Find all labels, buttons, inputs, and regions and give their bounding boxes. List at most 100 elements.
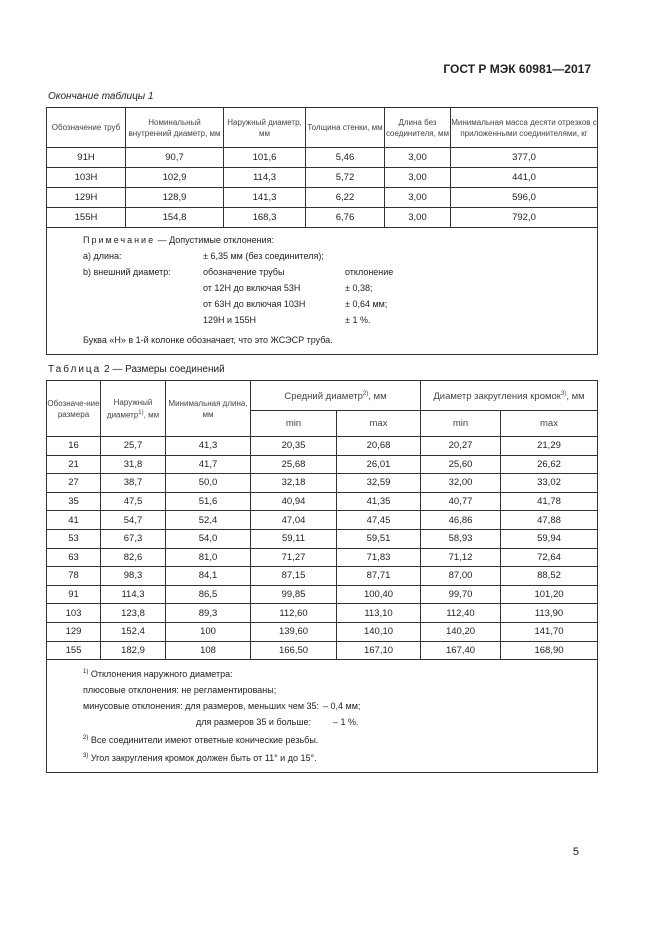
text: , мм	[368, 391, 387, 403]
text: , мм	[143, 410, 160, 420]
note-a-value: ± 6,35 мм (без соединителя);	[203, 251, 324, 261]
table1-caption: Окончание таблицы 1	[48, 91, 154, 102]
note-b-range: 129Н и 155Н	[203, 315, 257, 325]
table-cell: 71,12	[420, 547, 501, 568]
table-cell: 5,46	[305, 147, 385, 168]
table-cell: 101,20	[500, 584, 598, 605]
table-cell: 25,60	[420, 454, 501, 475]
table-cell: 47,88	[500, 510, 598, 530]
table-row: 35 47,5 51,6 40,94 41,35 40,77 41,78	[46, 491, 598, 512]
table-cell: 103	[46, 603, 101, 623]
table-cell: 71,83	[336, 547, 421, 568]
text: 3)	[83, 753, 89, 760]
table-cell: 20,27	[420, 436, 501, 456]
table-cell: 59,94	[500, 528, 598, 549]
table-row: 91 114,3 86,5 99,85 100,40 99,70 101,20	[46, 584, 598, 605]
caption-text: 2 — Размеры соединений	[101, 364, 225, 375]
table-cell: 25,68	[250, 454, 337, 475]
table-cell: 33,02	[500, 473, 598, 493]
table-cell: 114,3	[100, 584, 166, 605]
table2-caption: Таблица 2 — Размеры соединений	[48, 364, 225, 375]
table-cell: 25,7	[100, 436, 166, 456]
note3: Угол закругления кромок должен быть от 1…	[88, 753, 317, 764]
note-b-col2: отклонение	[345, 267, 394, 277]
note-footer: Буква «Н» в 1-й колонке обозначает, что …	[83, 335, 333, 345]
table-cell: 31,8	[100, 454, 166, 475]
table-cell: 47,5	[100, 491, 166, 512]
table-cell: 166,50	[250, 640, 337, 661]
table-cell: 41,3	[165, 436, 251, 456]
table-cell: 41,7	[165, 454, 251, 475]
table-cell: 102,9	[125, 167, 224, 188]
note-b-row: от 63Н до включая 103Н ± 0,64 мм;	[83, 296, 597, 312]
table-cell: 27	[46, 473, 101, 493]
table-cell: 89,3	[165, 603, 251, 623]
table1-note: Примечание — Допустимые отклонения: а) д…	[46, 227, 598, 355]
table1-header: Номинальный внутренний диаметр, мм	[125, 107, 224, 148]
table-cell: 87,15	[250, 566, 337, 586]
note1-minus2-value: – 1 %.	[333, 717, 359, 728]
text: 3)	[560, 390, 567, 397]
table-cell: 3,00	[384, 167, 451, 188]
note1: Отклонения наружного диаметра:	[88, 669, 233, 680]
table-cell: 128,9	[125, 187, 224, 208]
table-cell: 112,60	[250, 603, 337, 623]
table-row: 27 38,7 50,0 32,18 32,59 32,00 33,02	[46, 473, 598, 493]
table-cell: 41,35	[336, 491, 421, 512]
table-row: 41 54,7 52,4 47,04 47,45 46,86 47,88	[46, 510, 598, 530]
note1-minus2: для размеров 35 и больше:	[196, 717, 312, 728]
hdr-round: Диаметр закругления кромок3), мм	[420, 380, 598, 411]
table-row: 91Н 90,7 101,6 5,46 3,00 377,0	[46, 147, 598, 168]
text: Диаметр закругления кромок	[433, 391, 561, 403]
table-cell: 112,40	[420, 603, 501, 623]
hdr-minlen: Минимальная длина, мм	[165, 380, 251, 437]
table-cell: 99,70	[420, 584, 501, 605]
table-cell: 3,00	[384, 207, 451, 228]
table-cell: 52,4	[165, 510, 251, 530]
text: 3) Угол закругления кромок должен быть о…	[83, 748, 597, 766]
note-b-label: b) внешний диаметр:	[83, 267, 171, 277]
table-cell: 63	[46, 547, 101, 568]
table-cell: 182,9	[100, 640, 166, 661]
table-cell: 155Н	[46, 207, 126, 228]
table-cell: 90,7	[125, 147, 224, 168]
table-row: 53 67,3 54,0 59,11 59,51 58,93 59,94	[46, 528, 598, 549]
table-cell: 5,72	[305, 167, 385, 188]
table-cell: 6,76	[305, 207, 385, 228]
table-cell: 59,51	[336, 528, 421, 549]
note-title: — Допустимые отклонения:	[155, 235, 275, 245]
table-cell: 40,94	[250, 491, 337, 512]
hdr-mean-min: min	[250, 410, 337, 437]
table-row: 103Н 102,9 114,3 5,72 3,00 441,0	[46, 167, 598, 188]
table-cell: 113,10	[336, 603, 421, 623]
text: Обозначение труб Номинальный внутренний д…	[46, 107, 598, 148]
table-cell: 72,64	[500, 547, 598, 568]
table-cell: 86,5	[165, 584, 251, 605]
text: от 12Н до включая 53Н ± 0,38; от 63Н до вк…	[83, 280, 597, 328]
table1-header: Обозначение труб	[46, 107, 126, 148]
note1-minus: минусовые отклонения: для размеров, мень…	[83, 701, 320, 712]
text: а) длина: ± 6,35 мм (без соединителя);	[83, 248, 597, 264]
table-cell: 78	[46, 566, 101, 586]
table-cell: 59,11	[250, 528, 337, 549]
text: 1)	[83, 669, 89, 676]
table-cell: 98,3	[100, 566, 166, 586]
table-cell: 71,27	[250, 547, 337, 568]
table-cell: 6,22	[305, 187, 385, 208]
standard-header: ГОСТ Р МЭК 60981—2017	[443, 62, 591, 76]
text: 1)	[138, 409, 144, 416]
table-cell: 38,7	[100, 473, 166, 493]
text: Обозначе-ние размера Наружный диаметр1),…	[46, 380, 598, 437]
text: Примечание — Допустимые отклонения:	[83, 232, 597, 248]
table-cell: 54,7	[100, 510, 166, 530]
table-cell: 167,40	[420, 640, 501, 661]
table-cell: 168,90	[500, 640, 598, 661]
text: , мм	[566, 391, 585, 403]
table-row: 129 152,4 100 139,60 140,10 140,20 141,70	[46, 621, 598, 642]
table-cell: 114,3	[223, 167, 306, 188]
table-cell: 91Н	[46, 147, 126, 168]
table-row: 21 31,8 41,7 25,68 26,01 25,60 26,62	[46, 454, 598, 475]
table-cell: 47,04	[250, 510, 337, 530]
note-b-tolerance: ± 0,38;	[345, 283, 373, 293]
